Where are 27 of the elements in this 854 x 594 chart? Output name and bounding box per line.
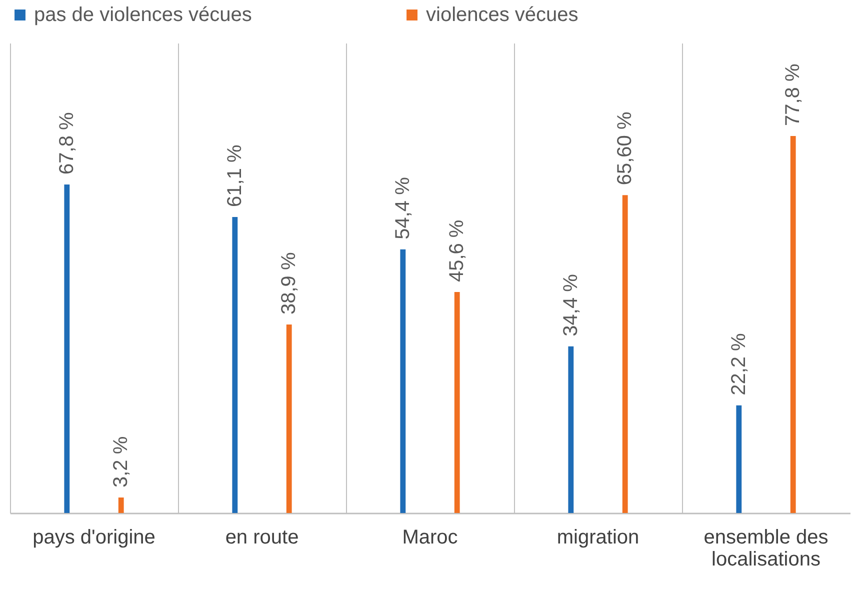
bar bbox=[454, 292, 460, 513]
bar bbox=[568, 346, 574, 513]
legend-label: violences vécues bbox=[426, 4, 578, 26]
data-label: 77,8 % bbox=[782, 64, 804, 126]
bar bbox=[622, 195, 628, 513]
x-tick-label: migration bbox=[556, 526, 640, 548]
x-tick-label: Maroc bbox=[402, 526, 458, 548]
bar bbox=[286, 324, 292, 513]
data-label: 3,2 % bbox=[110, 436, 132, 488]
data-label: 34,4 % bbox=[560, 274, 582, 336]
bar bbox=[736, 405, 742, 513]
data-label: 67,8 % bbox=[56, 112, 78, 174]
data-label: 45,6 % bbox=[446, 220, 468, 282]
bar bbox=[118, 497, 124, 513]
bar bbox=[232, 216, 238, 513]
x-tick-label: pays d'origine bbox=[32, 526, 156, 548]
legend-label: pas de violences vécues bbox=[34, 4, 252, 26]
x-tick-label: en route bbox=[225, 526, 299, 548]
data-label: 38,9 % bbox=[278, 252, 300, 315]
data-label: 65,60 % bbox=[614, 112, 636, 186]
data-label: 22,2 % bbox=[728, 332, 750, 396]
bar bbox=[400, 249, 406, 513]
data-label: 61,1 % bbox=[224, 144, 246, 207]
bar bbox=[790, 136, 796, 513]
x-tick-label: ensemble des localisations bbox=[704, 526, 828, 570]
data-label: 54,4 % bbox=[392, 176, 414, 240]
bar bbox=[64, 184, 70, 513]
